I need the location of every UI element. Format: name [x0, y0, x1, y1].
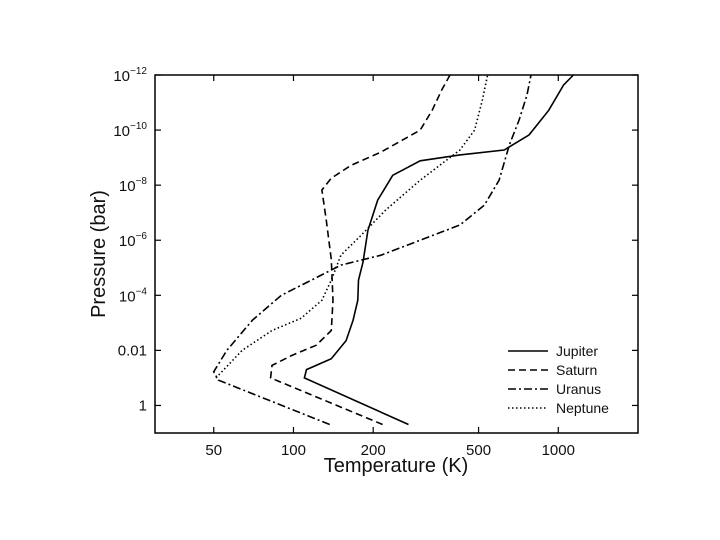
legend-label: Neptune [556, 400, 609, 416]
y-axis-label: Pressure (bar) [88, 190, 110, 318]
y-tick-base: 10 [113, 68, 130, 85]
plot-frame [154, 74, 639, 434]
series-line [303, 74, 574, 426]
series-line [269, 74, 451, 426]
legend-label: Saturn [556, 362, 597, 378]
legend-label: Uranus [556, 381, 601, 397]
y-tick-base: 10 [119, 288, 136, 305]
x-tick-label: 200 [361, 442, 386, 459]
y-tick-label: 10−12 [113, 66, 147, 85]
series-line [215, 74, 489, 379]
y-tick-label: 10−6 [119, 231, 148, 250]
y-tick-exponent: −12 [130, 66, 147, 77]
legend-label: Jupiter [556, 343, 598, 359]
y-tick-exponent: −4 [136, 286, 148, 297]
y-tick-label: 10−8 [119, 176, 148, 195]
y-tick-label: 0.01 [118, 342, 147, 359]
x-tick-label: 50 [205, 442, 222, 459]
x-tick-label: 100 [281, 442, 306, 459]
y-tick-base: 10 [119, 233, 136, 250]
y-tick-exponent: −8 [136, 176, 148, 187]
y-tick-exponent: −10 [130, 121, 147, 132]
y-tick-label: 1 [139, 397, 147, 414]
y-tick-label: 10−4 [119, 286, 148, 305]
y-tick-base: 10 [119, 178, 136, 195]
x-tick-label: 1000 [542, 442, 575, 459]
y-tick-base: 10 [113, 123, 130, 140]
x-tick-label: 500 [466, 442, 491, 459]
x-axis-label: Temperature (K) [324, 455, 469, 477]
y-tick-label: 10−10 [113, 121, 147, 140]
y-tick-exponent: −6 [136, 231, 148, 242]
series-line [212, 74, 532, 426]
